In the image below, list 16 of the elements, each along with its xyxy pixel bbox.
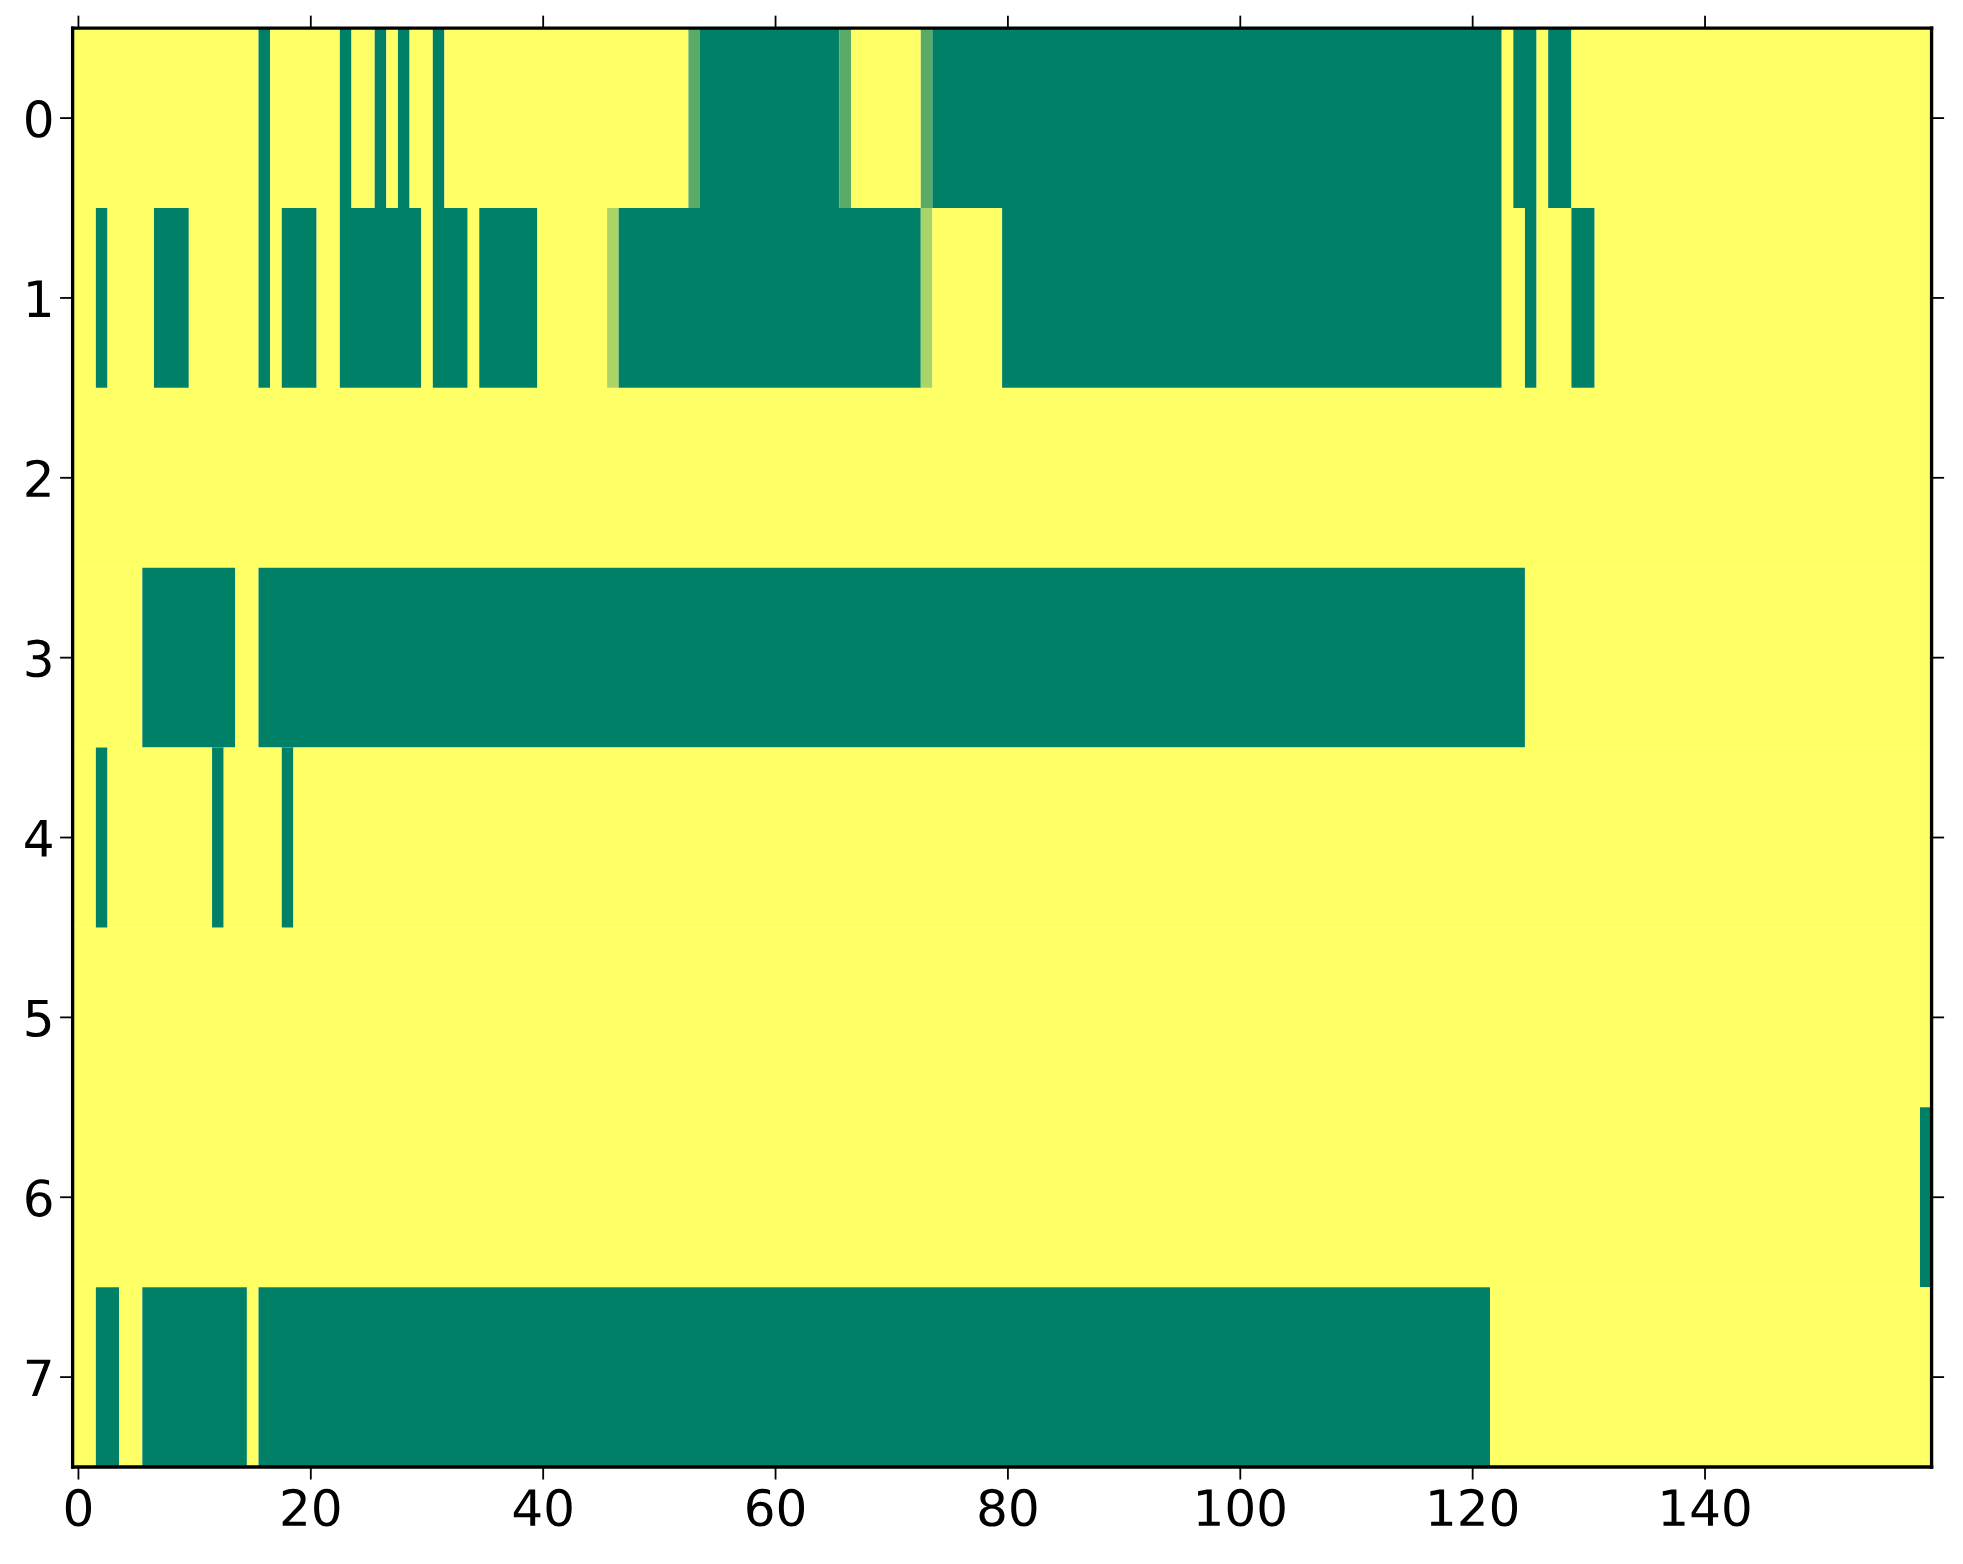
x-tick-label: 0 [65,1488,92,1527]
x-tick-label: 80 [979,1488,1037,1527]
x-tick-label: 140 [1662,1488,1750,1527]
x-tick-label: 40 [513,1488,572,1527]
x-tick-label: 20 [282,1488,340,1527]
x-tick-label: 100 [1198,1488,1285,1527]
y-tick-label: 6 [26,1179,52,1217]
y-tick-label: 4 [25,820,52,857]
x-tick-label: 120 [1430,1488,1518,1527]
y-tick-label: 2 [26,459,50,497]
y-tick-label: 3 [26,639,51,678]
y-tick-label: 7 [26,1359,51,1397]
y-tick-label: 5 [26,999,51,1038]
y-tick-label: 1 [28,280,50,317]
y-tick-label: 0 [26,99,52,138]
x-tick-label: 60 [747,1488,805,1527]
